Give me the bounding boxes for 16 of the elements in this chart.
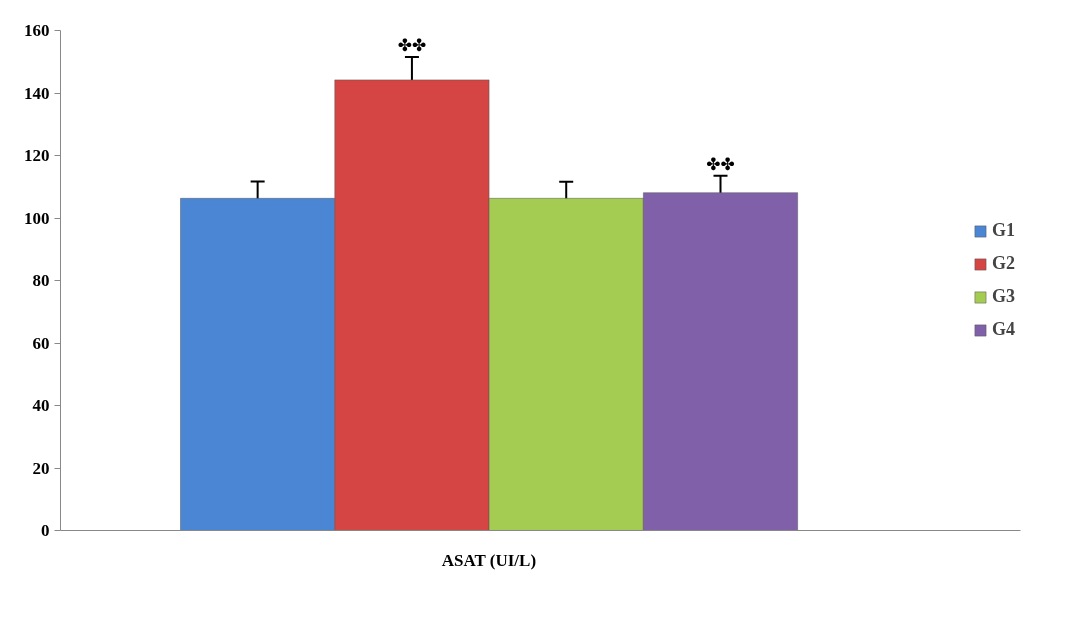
y-tick-label: 20	[32, 458, 50, 478]
y-tick-label: 140	[24, 83, 50, 103]
y-tick-label: 100	[24, 208, 50, 228]
y-tick-label: 60	[32, 333, 50, 353]
y-tick-label: 120	[24, 146, 50, 165]
y-tick-label: 40	[32, 396, 50, 415]
legend-label: G1	[991, 220, 1015, 241]
legend-label: G4	[991, 319, 1015, 340]
y-tick-label: 80	[32, 271, 50, 290]
data-label: ✤✤	[397, 35, 427, 56]
x-tick-label: ASAT (UI/L)	[441, 550, 537, 570]
y-tick-label: 0	[41, 521, 50, 540]
legend-label: G3	[991, 286, 1015, 307]
legend-label: G2	[991, 253, 1015, 274]
y-tick-label: 160	[24, 21, 50, 40]
data-label: ✤✤	[706, 153, 735, 174]
